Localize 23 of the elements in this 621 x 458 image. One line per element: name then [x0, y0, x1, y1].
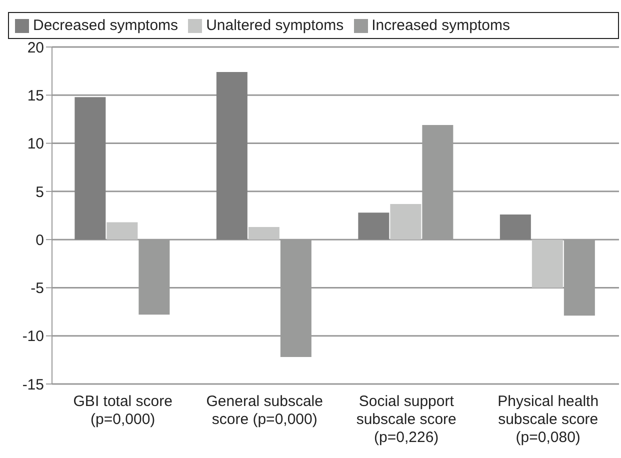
- x-tick-label: Social support subscale score (p=0,226): [356, 393, 456, 446]
- y-tick-label: -5: [30, 280, 44, 298]
- y-tick-label: -15: [22, 376, 44, 394]
- bar: [248, 227, 280, 240]
- legend-label: Increased symptoms: [370, 17, 510, 34]
- bar: [532, 240, 563, 288]
- bar: [74, 97, 106, 240]
- x-tick-label: Physical health subscale score (p=0,080): [498, 393, 599, 446]
- legend-label: Decreased symptoms: [32, 17, 178, 34]
- bar: [358, 212, 390, 240]
- y-tick-label: 5: [36, 184, 44, 201]
- bar: [106, 222, 138, 240]
- y-tick-label: 15: [27, 87, 44, 104]
- bar: [500, 214, 531, 240]
- y-tick-label: -10: [22, 328, 44, 346]
- bar: [216, 72, 248, 240]
- legend-label: Unaltered symptoms: [205, 17, 344, 34]
- y-tick-label: 10: [27, 136, 44, 153]
- y-tick-label: 0: [36, 232, 44, 249]
- y-tick-label: 20: [27, 39, 44, 56]
- bar: [390, 204, 422, 240]
- x-tick-label: GBI total score (p=0,000): [73, 393, 172, 428]
- x-tick-label: General subscale score (p=0,000): [206, 393, 323, 428]
